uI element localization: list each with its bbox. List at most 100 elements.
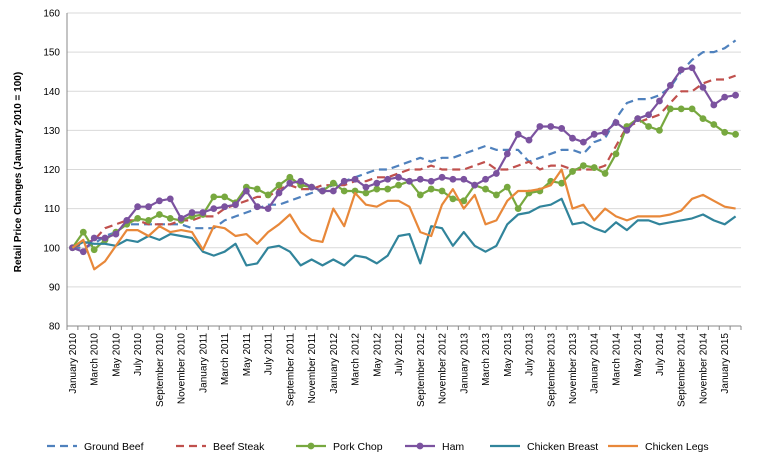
x-tick-label: January 2015 — [720, 333, 731, 394]
legend-label-ground-beef: Ground Beef — [84, 441, 144, 453]
data-point-pork-chop — [666, 105, 674, 113]
data-point-ham — [395, 173, 402, 181]
series-line-ground-beef — [72, 39, 737, 249]
x-tick-label: March 2012 — [351, 333, 362, 386]
data-point-ham — [90, 234, 98, 242]
gridlines — [67, 12, 741, 327]
x-tick-label: January 2014 — [590, 333, 601, 394]
data-point-pork-chop — [590, 164, 598, 171]
y-tick-label: 110 — [44, 204, 60, 215]
data-point-ham — [547, 123, 555, 130]
x-tick-label: July 2013 — [525, 333, 536, 376]
data-point-ham — [427, 177, 435, 185]
y-axis: 80 90 100 110 120 130 140 150 160 — [43, 9, 741, 333]
data-point-ham — [308, 183, 315, 191]
x-tick-label: March 2014 — [611, 333, 622, 386]
data-point-ham — [123, 216, 131, 224]
data-point-ham — [493, 170, 500, 177]
data-point-ham — [579, 138, 587, 146]
data-point-pork-chop — [166, 215, 174, 222]
x-tick-label: January 2010 — [68, 333, 79, 394]
data-point-ham — [286, 179, 294, 187]
data-point-pork-chop — [395, 181, 402, 189]
x-tick-label: January 2012 — [329, 333, 340, 394]
data-point-ham — [503, 150, 511, 158]
data-point-ham — [221, 203, 229, 211]
data-point-pork-chop — [373, 185, 381, 193]
data-point-ham — [210, 205, 218, 213]
x-tick-label: September 2011 — [285, 333, 296, 407]
x-tick-label: January 2013 — [459, 333, 470, 394]
data-point-pork-chop — [340, 187, 348, 195]
data-point-ham — [710, 101, 718, 109]
data-point-ham — [688, 64, 696, 72]
y-tick-label: 120 — [43, 165, 60, 176]
data-point-ham — [101, 234, 109, 242]
data-point-ham — [199, 209, 207, 216]
series-lines — [69, 39, 739, 271]
data-point-ham — [656, 97, 663, 105]
data-point-ham — [188, 209, 196, 216]
data-point-ham — [177, 215, 185, 222]
data-point-ham — [373, 179, 381, 187]
x-tick-label: July 2010 — [133, 333, 144, 376]
data-point-pork-chop — [514, 205, 522, 213]
data-point-pork-chop — [460, 197, 468, 205]
data-point-pork-chop — [601, 170, 609, 177]
x-tick-label: May 2014 — [633, 333, 644, 377]
data-point-pork-chop — [558, 179, 566, 187]
data-point-ham — [634, 115, 642, 123]
data-point-pork-chop — [427, 185, 435, 193]
data-point-ham — [569, 134, 576, 142]
data-point-ham — [145, 203, 152, 211]
data-point-pork-chop — [275, 181, 283, 189]
data-point-pork-chop — [329, 179, 337, 187]
data-point-ham — [601, 128, 609, 136]
data-point-ham — [438, 173, 446, 181]
data-point-ham — [612, 119, 620, 126]
x-tick-label: November 2013 — [568, 333, 579, 405]
x-tick-label: July 2014 — [655, 333, 666, 376]
data-point-ham — [677, 66, 685, 74]
legend-marker-ham — [416, 442, 424, 450]
series-line-chicken-breast — [71, 197, 737, 267]
data-point-pork-chop — [645, 123, 652, 130]
data-point-ham — [264, 205, 272, 213]
data-point-ham — [253, 203, 261, 211]
x-tick-label: November 2011 — [307, 333, 318, 404]
data-point-pork-chop — [253, 185, 261, 193]
data-point-ham — [340, 177, 348, 185]
y-tick-label: 90 — [49, 282, 61, 293]
x-tick-label: September 2014 — [677, 333, 688, 407]
data-point-ham — [536, 123, 544, 130]
data-point-ham — [329, 187, 337, 195]
data-point-pork-chop — [362, 189, 370, 197]
data-point-pork-chop — [579, 162, 587, 169]
data-point-pork-chop — [384, 185, 392, 193]
data-point-pork-chop — [732, 130, 739, 138]
data-point-pork-chop — [482, 185, 489, 193]
data-point-ham — [558, 125, 566, 132]
legend-label-ham: Ham — [442, 441, 464, 453]
data-point-pork-chop — [710, 121, 718, 128]
x-tick-label: March 2010 — [90, 333, 101, 386]
data-point-ham — [112, 230, 120, 238]
series-line-chicken-legs — [71, 168, 736, 271]
data-point-ham — [297, 177, 305, 185]
data-point-ham — [166, 195, 174, 203]
data-point-ham — [406, 177, 413, 185]
x-tick-label: May 2012 — [372, 333, 383, 377]
x-axis: January 2010 March 2010 May 2010 July 2010 S… — [66, 326, 742, 407]
x-tick-label: May 2010 — [111, 333, 122, 377]
data-point-ham — [275, 189, 283, 197]
legend-label-chicken-breast: Chicken Breast — [527, 441, 598, 453]
x-tick-label: July 2012 — [394, 333, 405, 376]
legend-label-chicken-legs: Chicken Legs — [645, 441, 709, 453]
data-point-ham — [732, 91, 739, 99]
data-point-ham — [134, 203, 142, 211]
data-point-ham — [471, 181, 479, 189]
data-point-ham — [590, 130, 598, 138]
data-point-ham — [232, 201, 239, 209]
data-point-pork-chop — [156, 211, 163, 218]
